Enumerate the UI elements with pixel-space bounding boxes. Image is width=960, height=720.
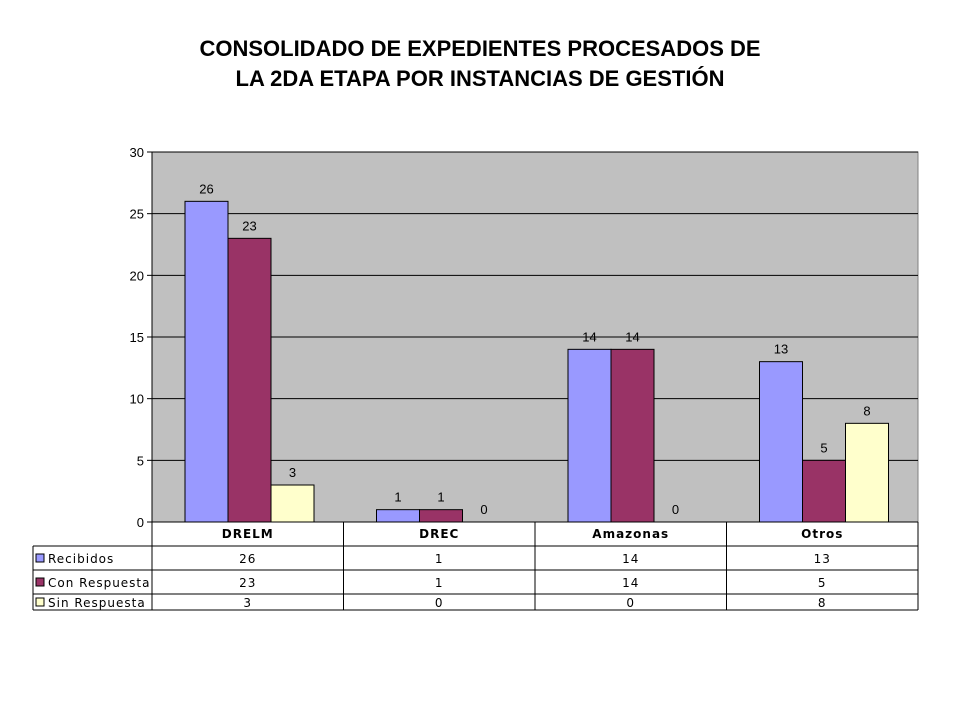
legend-label-recibidos: Recibidos [48,552,114,566]
data-label-con-respuesta-otros: 5 [820,440,827,455]
bar-con-respuesta-amazonas [610,348,655,523]
bar-recibidos-amazonas [567,348,612,523]
data-label-recibidos-amazonas: 14 [582,329,596,344]
y-tick-label-0: 0 [137,515,144,530]
y-tick-label-20: 20 [130,268,144,283]
y-tick-label-30: 30 [130,145,144,160]
legend-label-sin-respuesta: Sin Respuesta [48,596,146,610]
data-label-sin-respuesta-amazonas: 0 [672,502,679,517]
data-label-con-respuesta-drelm: 23 [242,218,256,233]
table-cell-recibidos-drelm: 26 [239,552,256,566]
bar-recibidos-drec [376,509,420,523]
table-cell-con-respuesta-drec: 1 [435,576,444,590]
table-cell-con-respuesta-drelm: 23 [239,576,256,590]
legend-key-con-respuesta [35,577,45,587]
table-category-drelm: DRELM [222,527,274,541]
data-label-con-respuesta-drec: 1 [437,490,444,505]
y-tick-label-10: 10 [130,392,144,407]
bar-sin-respuesta-drelm [270,484,315,523]
chart-title: CONSOLIDADO DE EXPEDIENTES PROCESADOS DE… [0,34,960,94]
y-tick-label-5: 5 [137,453,144,468]
table-category-amazonas: Amazonas [592,527,669,541]
table-cell-sin-respuesta-drec: 0 [435,596,444,610]
data-label-con-respuesta-amazonas: 14 [625,329,639,344]
bar-sin-respuesta-otros [845,422,889,523]
table-cell-sin-respuesta-amazonas: 0 [626,596,635,610]
table-cell-sin-respuesta-otros: 8 [818,596,827,610]
table-cell-recibidos-otros: 13 [814,552,831,566]
bar-recibidos-otros [759,361,803,523]
table-category-drec: DREC [419,527,459,541]
data-label-sin-respuesta-drec: 0 [480,502,487,517]
data-label-sin-respuesta-otros: 8 [863,403,870,418]
y-tick-label-15: 15 [130,330,144,345]
bar-recibidos-drelm [184,200,229,523]
table-cell-con-respuesta-amazonas: 14 [622,576,639,590]
bar-con-respuesta-otros [802,459,846,523]
table-category-otros: Otros [801,527,843,541]
bar-con-respuesta-drelm [227,237,272,523]
chart-title-line-1: CONSOLIDADO DE EXPEDIENTES PROCESADOS DE [199,36,761,61]
data-label-recibidos-drelm: 26 [199,181,213,196]
y-tick-label-25: 25 [130,207,144,222]
legend-key-recibidos [35,553,45,563]
table-cell-con-respuesta-otros: 5 [818,576,827,590]
data-label-sin-respuesta-drelm: 3 [289,465,296,480]
data-label-recibidos-otros: 13 [774,342,788,357]
table-cell-recibidos-amazonas: 14 [622,552,639,566]
table-cell-recibidos-drec: 1 [435,552,444,566]
legend-key-sin-respuesta [35,597,45,607]
data-label-recibidos-drec: 1 [394,490,401,505]
legend-label-con-respuesta: Con Respuesta [48,576,151,590]
bar-con-respuesta-drec [419,509,463,523]
table-cell-sin-respuesta-drelm: 3 [243,596,252,610]
chart-title-line-2: LA 2DA ETAPA POR INSTANCIAS DE GESTIÓN [235,66,725,91]
